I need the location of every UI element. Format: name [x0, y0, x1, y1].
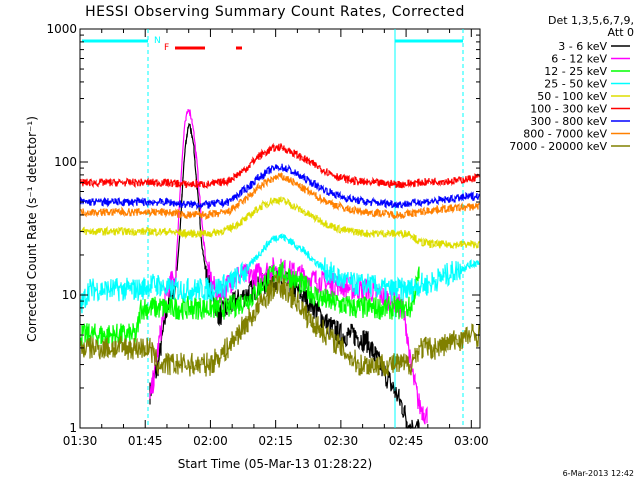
x-axis-label: Start Time (05-Mar-13 01:28:22): [178, 457, 372, 471]
series-7000-20000-kev-line: [80, 273, 480, 377]
x-tick-label: 03:00: [454, 434, 489, 448]
legend-header: Det 1,3,5,6,7,9,: [548, 14, 634, 27]
x-tick-label: 01:30: [63, 434, 98, 448]
plot-area: [79, 28, 481, 429]
x-tick-label: 02:00: [193, 434, 228, 448]
legend-label: 25 - 50 keV: [544, 78, 607, 91]
y-axis-label: Corrected Count Rate (s⁻¹ detector⁻¹): [25, 116, 39, 342]
series-100-300-kev-line: [80, 142, 480, 189]
legend-label: 12 - 25 keV: [544, 65, 607, 78]
x-axis: 01:30 01:45 02:00 02:15 02:30 02:45 03:00: [63, 29, 489, 448]
orbit-markers: N F: [82, 29, 464, 428]
chart-title: HESSI Observing Summary Count Rates, Cor…: [85, 4, 465, 20]
legend-label: 300 - 800 keV: [530, 115, 607, 128]
series-25-50-kev-line: [80, 233, 480, 314]
y-axis: 1 10 100 1000: [46, 22, 480, 435]
y-tick-label: 1000: [46, 22, 77, 36]
series-50-100-kev-line: [80, 196, 480, 249]
series-layer: [80, 108, 480, 429]
night-annotation: N: [154, 36, 161, 46]
y-tick-label: 100: [54, 155, 77, 169]
y-tick-label: 1: [69, 421, 77, 435]
legend-label: 6 - 12 keV: [551, 53, 607, 66]
legend-label: 800 - 7000 keV: [523, 128, 607, 141]
y-tick-label: 10: [62, 288, 77, 302]
legend-label: 50 - 100 keV: [537, 90, 607, 103]
x-tick-label: 02:30: [324, 434, 359, 448]
legend-label: 100 - 300 keV: [530, 103, 607, 116]
legend-label: 3 - 6 keV: [558, 40, 607, 53]
legend-label: 7000 - 20000 keV: [509, 140, 607, 153]
x-tick-label: 01:45: [128, 434, 163, 448]
flare-annotation: F: [164, 43, 169, 53]
legend-header: Att 0: [608, 26, 634, 39]
timestamp: 6-Mar-2013 12:42: [563, 469, 634, 478]
series-300-800-kev-line: [80, 163, 480, 211]
x-tick-label: 02:45: [389, 434, 424, 448]
series-12-25-kev-line: [80, 260, 420, 347]
series-800-7000-kev-line: [80, 172, 480, 220]
x-tick-label: 02:15: [258, 434, 293, 448]
